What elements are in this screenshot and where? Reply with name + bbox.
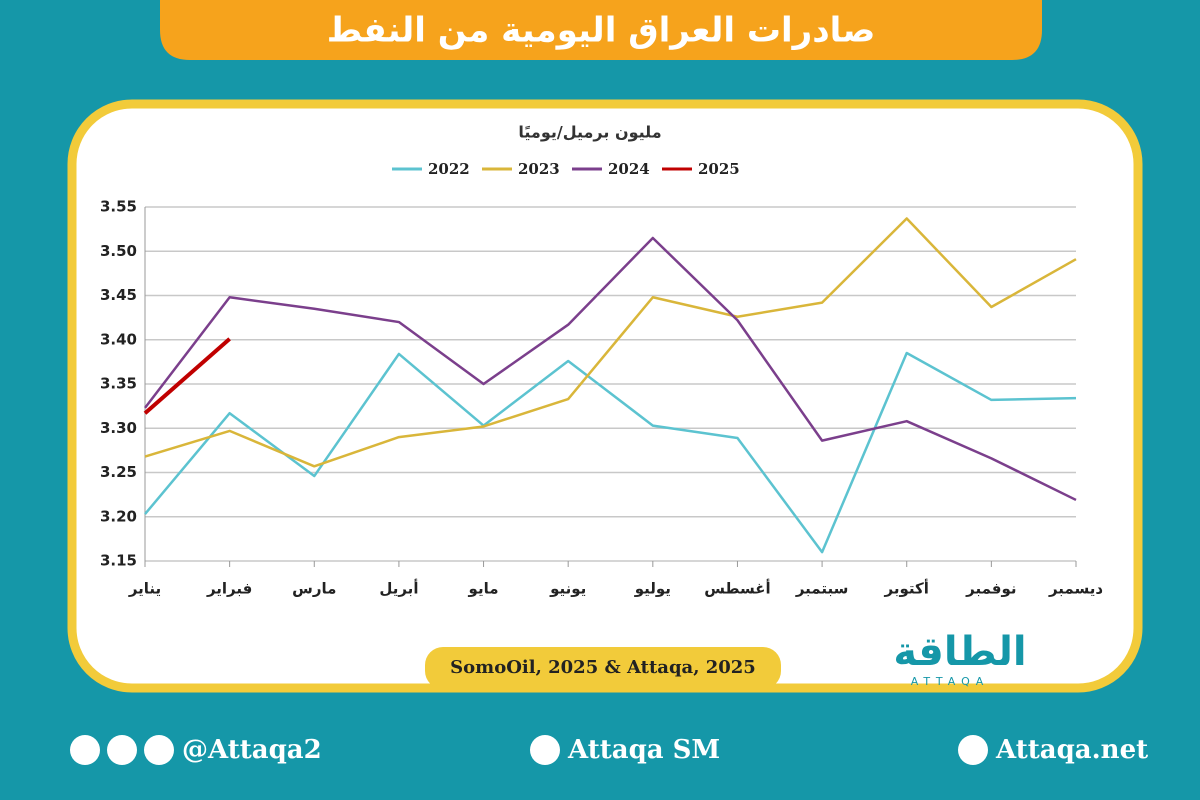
title-banner [160, 0, 1042, 60]
series-line [143, 337, 231, 415]
y-tick-label: 3.20 [100, 507, 137, 525]
source: SomoOil, 2025 & Attaqa, 2025 [450, 657, 756, 678]
x-icon [70, 735, 100, 765]
series-line [144, 217, 1077, 468]
logo: الطاقة [893, 629, 1026, 675]
legend-label: 2023 [518, 160, 560, 178]
youtube-icon [530, 735, 560, 765]
x-tick-label: أغسطس [704, 579, 770, 598]
web-icon [958, 735, 988, 765]
y-tick-label: 3.50 [100, 242, 137, 260]
x-tick-label: يناير [128, 580, 161, 598]
y-axis-label: مليون برميل/يوميًا [518, 123, 661, 142]
chart-title: صادرات العراق اليومية من النفط [327, 11, 876, 51]
series-line [144, 236, 1077, 502]
x-tick-label: مارس [292, 580, 336, 598]
x-tick-label: يونيو [549, 580, 586, 598]
y-tick-label: 3.15 [100, 552, 137, 570]
instagram-icon [107, 735, 137, 765]
x-tick-label: مايو [468, 580, 499, 598]
source-box [425, 647, 781, 689]
footer-icons [70, 735, 988, 765]
x-tick-label: يوليو [634, 580, 671, 598]
x-tick-label: نوفمبر [965, 580, 1016, 598]
x-tick-label: ديسمبر [1048, 580, 1103, 598]
series-line [144, 351, 1077, 554]
x-tick-label: أكتوبر [884, 579, 929, 598]
facebook-icon [144, 735, 174, 765]
y-tick-label: 3.35 [100, 375, 137, 393]
logo-latin: ATTAQA [911, 675, 990, 688]
legend-label: 2024 [608, 160, 650, 178]
y-tick-label: 3.45 [100, 286, 137, 304]
legend-label: 2025 [698, 160, 740, 178]
y-tick-label: 3.30 [100, 419, 137, 437]
x-tick-label: أبريل [379, 579, 418, 598]
x-tick-label: سبتمبر [795, 580, 849, 598]
footer-youtube: Attaqa SM [567, 735, 720, 765]
footer-website: Attaqa.net [995, 735, 1148, 765]
x-tick-label: فبراير [206, 580, 252, 598]
y-tick-label: 3.40 [100, 330, 137, 348]
legend-label: 2022 [428, 160, 470, 178]
footer-social: @Attaqa2 [182, 735, 322, 765]
chart-panel [67, 99, 1143, 693]
y-tick-label: 3.25 [100, 463, 137, 481]
y-tick-label: 3.55 [100, 198, 137, 216]
